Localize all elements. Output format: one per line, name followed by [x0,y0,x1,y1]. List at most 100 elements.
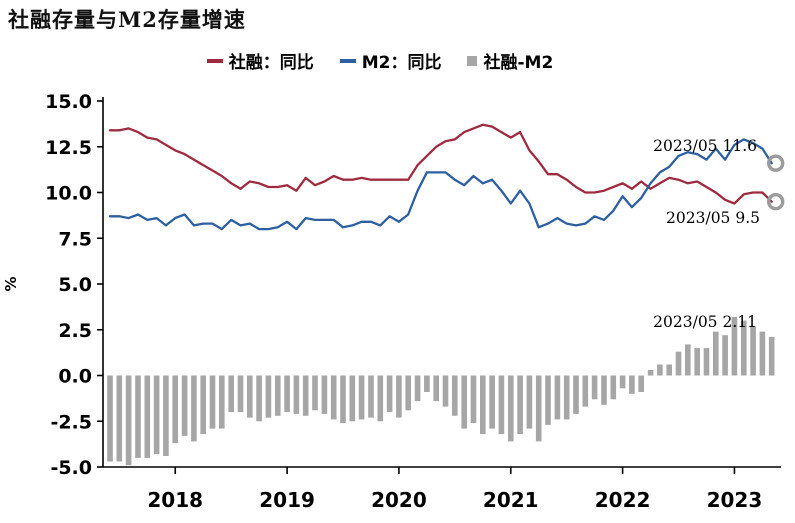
bars-diff-series [107,316,775,466]
diff-bar [247,375,253,418]
diff-bar [722,335,728,376]
diff-bar [377,375,384,422]
diff-bar [116,375,123,462]
legend-line-marker-red [206,58,223,63]
y-tick-label: 7.5 [58,228,92,250]
diff-bar [284,375,290,413]
diff-bar [657,364,663,376]
diff-bar [386,375,393,413]
diff-bar [610,375,617,400]
diff-bar [293,375,300,414]
y-tick-label: 12.5 [45,137,92,159]
diff-bar [741,320,747,376]
diff-bar [265,375,272,418]
diff-bar [675,351,682,376]
legend-item-m2: M2：同比 [339,48,442,73]
y-tick-label: 10.0 [45,183,92,205]
diff-bar [563,375,570,420]
diff-bar [433,375,439,402]
diff-bar [489,375,495,429]
x-tick-label: 2018 [147,488,203,512]
diff-bar [330,375,337,420]
diff-bar [508,375,514,442]
y-axis-unit-label: % [2,276,20,291]
diff-bar [424,375,430,392]
diff-bar [666,364,672,376]
diff-bar [312,375,318,411]
diff-bar [396,375,402,418]
y-tick-label: 15.0 [45,91,92,113]
y-tick-label: -5.0 [50,457,92,479]
diff-bar [591,375,598,400]
diff-bar [647,370,654,376]
y-tick-label: 2.5 [58,320,92,342]
line-m2-yoy [108,138,773,231]
legend-label-m2: M2：同比 [361,53,442,73]
legend-label-sherong: 社融：同比 [228,53,314,73]
diff-bar [731,316,738,376]
diff-bar [275,375,281,416]
legend-line-marker-blue [339,58,356,63]
diff-bar [144,375,151,458]
diff-bar [256,375,262,422]
data-annotation: 2023/05 2.11 [653,313,757,331]
diff-bar [228,375,234,413]
diff-bar [368,375,374,418]
diff-bar [573,375,579,414]
diff-bar [554,375,561,420]
diff-bar [480,375,486,435]
x-tick-label: 2022 [595,488,651,512]
diff-bar [321,375,328,414]
diff-bar [358,375,365,420]
diff-bar [694,348,700,376]
line-sherong-yoy [108,123,773,205]
diff-bar [107,375,113,462]
diff-bar [759,331,766,376]
data-annotation: 2023/05 11.6 [653,137,757,155]
diff-bar [713,331,719,376]
y-tick-label: 5.0 [58,274,92,296]
x-tick-label: 2020 [371,488,427,512]
x-tick-label: 2019 [259,488,315,512]
diff-bar [200,375,206,435]
legend-item-sherong: 社融：同比 [206,48,314,73]
diff-bar [685,344,691,376]
diff-bar [181,375,188,436]
diff-bar [452,375,458,416]
chart-legend: 社融：同比 M2：同比 社融-M2 [0,48,760,73]
diff-bar [545,375,551,425]
y-tick-label: -2.5 [50,411,92,433]
diff-bar [470,375,477,424]
chart-title: 社融存量与M2存量增速 [8,7,246,32]
diff-bar [125,375,132,466]
diff-bar [405,375,411,411]
legend-item-diff: 社融-M2 [467,48,553,73]
diff-bar [601,375,607,405]
diff-bar [237,375,244,413]
diff-bar [498,375,505,435]
diff-bar [219,375,225,429]
x-tick-label: 2021 [483,488,539,512]
diff-bar [461,375,467,429]
diff-bar [750,326,756,376]
diff-bar [638,375,644,392]
diff-bar [526,375,533,429]
x-tick-label: 2023 [707,488,763,512]
endpoint-circle [767,192,785,211]
diff-bar [163,375,169,456]
diff-bar [135,375,141,458]
diff-bar [302,375,309,416]
diff-bar [340,375,346,424]
diff-bar [414,375,421,402]
diff-bar [442,375,449,407]
legend-label-diff: 社融-M2 [483,53,554,73]
diff-bar [629,375,635,394]
diff-bar [535,375,542,442]
diff-bar [619,375,626,389]
endpoint-circle [767,154,785,172]
diff-bar [768,336,775,376]
diff-bar [172,375,178,444]
diff-bar [703,348,710,376]
